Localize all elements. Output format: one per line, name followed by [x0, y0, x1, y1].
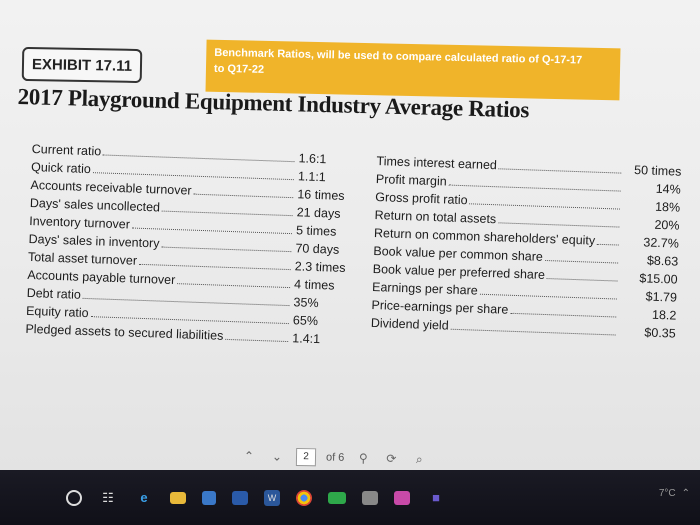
leader-dots [90, 316, 289, 325]
leader-dots [138, 263, 291, 271]
ratio-value: 20% [654, 217, 680, 233]
task-view-icon[interactable]: ☷ [102, 489, 114, 505]
ratio-value: 50 times [633, 163, 682, 179]
ratio-label: Dividend yield [370, 315, 449, 333]
ratio-value: 1.4:1 [292, 331, 321, 347]
ratio-value: 18.2 [651, 307, 677, 323]
leader-dots [193, 193, 294, 199]
store-icon[interactable] [202, 490, 216, 505]
leader-dots [498, 222, 620, 228]
camera-app-icon[interactable] [232, 490, 248, 505]
ratio-label: Inventory turnover [28, 213, 131, 232]
media-icon[interactable] [394, 490, 410, 505]
leader-dots [161, 246, 292, 253]
leader-dots [103, 154, 295, 163]
leader-dots [469, 203, 621, 210]
photos-icon[interactable] [362, 490, 378, 505]
file-explorer-icon[interactable] [170, 491, 186, 504]
ratio-value: $8.63 [646, 253, 679, 269]
page-navigation-bar: ⌃ ⌄ 2 of 6 ⚲ ⟳ ⌕ [240, 445, 470, 471]
zoom-icon[interactable]: ⚲ [358, 451, 368, 466]
ratio-value: $15.00 [639, 271, 678, 287]
leader-dots [498, 168, 622, 174]
search-icon[interactable]: ⌕ [415, 451, 423, 466]
system-tray: 7°C ⌃ [659, 488, 690, 499]
document-page: EXHIBIT 17.11 Benchmark Ratios, will be … [0, 0, 700, 470]
ratio-label: Earnings per share [371, 279, 478, 298]
ratio-label: Total asset turnover [27, 249, 138, 268]
ratio-label: Debt ratio [26, 285, 82, 302]
shopping-app-icon[interactable] [328, 491, 346, 504]
taskbar: ☷ e W ■ [0, 470, 700, 525]
chevron-up-icon[interactable]: ⌃ [681, 488, 690, 499]
leader-dots [450, 328, 616, 336]
ratio-value: 14% [655, 181, 681, 197]
ratio-value: 1.1:1 [297, 169, 327, 185]
leader-dots [92, 172, 294, 181]
edge-browser-icon[interactable]: e [140, 490, 148, 505]
page-count-label: of 6 [325, 451, 345, 464]
right-ratio-column: Times interest earned 50 times Profit mar… [371, 154, 682, 345]
ratio-value: 16 times [297, 187, 345, 203]
weather-temperature[interactable]: 7°C [658, 488, 676, 499]
leader-dots [131, 227, 292, 235]
rotate-icon[interactable]: ⟳ [386, 451, 397, 466]
start-circle-icon[interactable] [66, 489, 82, 506]
leader-dots [448, 184, 621, 192]
ratio-value: $0.35 [644, 325, 676, 341]
ratio-value: 4 times [293, 277, 335, 293]
ratio-value: 2.3 times [294, 259, 346, 276]
ratio-value: 32.7% [643, 235, 680, 251]
ratio-label: Return on total assets [374, 208, 497, 227]
page-number-input[interactable]: 2 [295, 447, 317, 467]
ratio-label: Equity ratio [25, 303, 89, 321]
ratio-label: Current ratio [31, 142, 102, 159]
leader-dots [544, 259, 619, 264]
leader-dots [597, 243, 619, 246]
chrome-icon[interactable] [296, 489, 312, 506]
leader-dots [82, 297, 290, 307]
left-ratio-column: Current ratio 1.6:1 Quick ratio 1.1:1 Acco… [25, 142, 357, 351]
leader-dots [161, 210, 293, 217]
teams-icon[interactable]: ■ [432, 490, 440, 505]
ratio-value: 35% [293, 295, 319, 311]
ratio-value: $1.79 [645, 289, 678, 305]
ratio-label: Gross profit ratio [375, 190, 468, 208]
ratio-value: 70 days [295, 241, 340, 257]
leader-dots [479, 293, 617, 300]
ratio-label: Times interest earned [376, 154, 498, 173]
word-icon[interactable]: W [264, 489, 280, 506]
leader-dots [510, 312, 617, 318]
ratio-value: 1.6:1 [298, 151, 327, 167]
leader-dots [546, 278, 618, 282]
ratio-table: Current ratio 1.6:1 Quick ratio 1.1:1 Acco… [23, 142, 681, 415]
leader-dots [177, 283, 291, 289]
ratio-label: Profit margin [375, 172, 447, 189]
ratio-value: 65% [292, 313, 319, 329]
leader-dots [225, 338, 289, 343]
ratio-value: 5 times [295, 223, 337, 239]
ratio-value: 18% [654, 199, 681, 215]
ratio-value: 21 days [296, 205, 341, 221]
ratio-label: Quick ratio [30, 159, 92, 177]
chevron-up-icon[interactable]: ⌃ [243, 449, 255, 464]
chevron-down-icon[interactable]: ⌄ [271, 449, 283, 464]
exhibit-label: EXHIBIT 17.11 [21, 46, 143, 84]
